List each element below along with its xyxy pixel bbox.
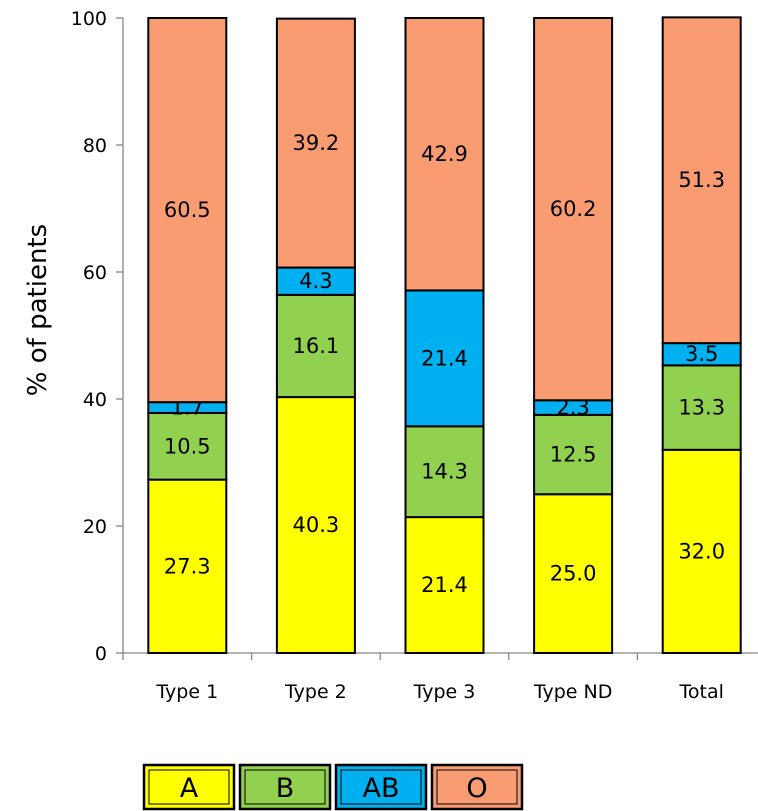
- data-label: 13.3: [678, 396, 725, 420]
- bar-segment-a-5: [661, 448, 742, 654]
- y-axis-title: % of patients: [23, 224, 53, 396]
- legend: A B AB O: [142, 763, 524, 811]
- bar-segment-b-4: [533, 413, 614, 496]
- data-label: 21.4: [421, 346, 468, 370]
- legend-swatch-inner: [436, 769, 518, 805]
- y-tick-label: 60: [83, 262, 107, 284]
- legend-swatch-inner: [244, 769, 326, 805]
- data-label: 27.3: [164, 554, 211, 578]
- data-label: 60.5: [164, 198, 211, 222]
- y-tick-label: 100: [71, 8, 107, 30]
- data-label: 12.5: [550, 443, 597, 467]
- data-label: 3.5: [685, 342, 718, 366]
- y-tick-label: 80: [83, 135, 107, 157]
- bar-segment-a-4: [533, 493, 614, 654]
- data-label: 60.2: [550, 197, 597, 221]
- bar-segment-b-1: [147, 411, 228, 481]
- legend-label-b: B: [276, 773, 295, 804]
- legend-swatch-inner: [148, 769, 230, 805]
- data-label: 16.1: [293, 334, 340, 358]
- data-label: 40.3: [293, 513, 340, 537]
- y-tick-label: 20: [83, 516, 107, 538]
- bar-segment-b-5: [661, 364, 742, 451]
- bar-segment-ab-2: [275, 266, 356, 296]
- data-label: 42.9: [421, 142, 468, 166]
- bar-segment-o-5: [661, 16, 742, 345]
- x-tick-label: Type ND: [533, 681, 613, 703]
- data-label: 14.3: [421, 460, 468, 484]
- bar-segment-ab-3: [404, 289, 485, 428]
- bar-segment-o-3: [404, 17, 485, 292]
- bar-segment-a-2: [275, 396, 356, 654]
- data-label: 32.0: [678, 539, 725, 563]
- data-label: 51.3: [678, 168, 725, 192]
- legend-label-o: O: [466, 773, 487, 804]
- data-label: 25.0: [550, 562, 597, 586]
- bar-segment-o-1: [147, 17, 228, 404]
- data-label: 10.5: [164, 434, 211, 458]
- legend-swatch-inner: [340, 769, 422, 805]
- bar-segment-a-1: [147, 478, 228, 654]
- y-tick-label: 40: [83, 389, 107, 411]
- data-label: 21.4: [421, 573, 468, 597]
- bar-segment-o-4: [533, 17, 614, 402]
- x-tick-label: Total: [679, 681, 724, 703]
- x-tick-label: Type 2: [284, 681, 347, 703]
- legend-swatch-b: [238, 763, 332, 811]
- data-label: 39.2: [293, 131, 340, 155]
- legend-swatch-ab: [334, 763, 428, 811]
- bar-segment-a-3: [404, 516, 485, 654]
- legend-swatch-a: [142, 763, 236, 811]
- bar-segment-o-2: [275, 17, 356, 269]
- data-label: 4.3: [299, 269, 332, 293]
- x-tick-label: Type 3: [413, 681, 476, 703]
- legend-label-a: A: [180, 773, 199, 804]
- y-tick-label: 0: [95, 643, 107, 665]
- x-tick-label: Type 1: [155, 681, 218, 703]
- legend-label-ab: AB: [363, 773, 400, 804]
- legend-swatch-o: [430, 763, 524, 811]
